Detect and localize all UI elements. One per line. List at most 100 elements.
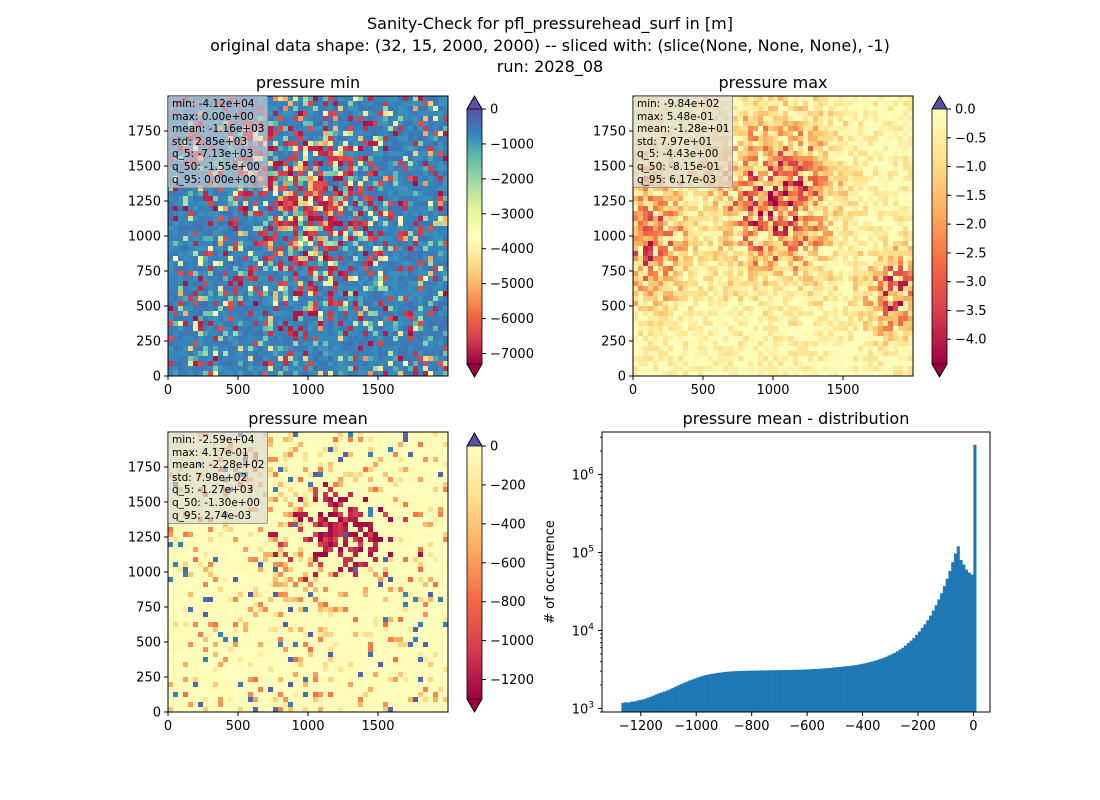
heatmap-cell xyxy=(853,241,859,247)
heatmap-cell xyxy=(368,306,374,312)
heatmap-cell xyxy=(838,111,844,117)
heatmap-cell xyxy=(848,241,854,247)
heatmap-cell xyxy=(833,246,839,252)
heatmap-cell xyxy=(738,241,744,247)
heatmap-cell xyxy=(188,341,194,347)
heatmap-cell xyxy=(238,206,244,212)
heatmap-cell xyxy=(403,216,409,222)
heatmap-cell xyxy=(818,206,824,212)
heatmap-cell xyxy=(788,161,794,167)
heatmap-cell xyxy=(693,256,699,262)
heatmap-cell xyxy=(723,196,729,202)
heatmap-cell xyxy=(293,326,299,332)
heatmap-cell xyxy=(333,96,339,102)
heatmap-cell xyxy=(333,241,339,247)
heatmap-cell xyxy=(233,281,239,287)
heatmap-cell xyxy=(443,271,448,277)
heatmap-cell xyxy=(238,241,244,247)
heatmap-cell xyxy=(303,116,309,122)
heatmap-cell xyxy=(428,166,434,172)
heatmap-cell xyxy=(753,121,759,127)
heatmap-cell xyxy=(348,251,354,257)
heatmap-cell xyxy=(213,281,219,287)
heatmap-cell xyxy=(898,141,904,147)
heatmap-cell xyxy=(293,356,299,362)
heatmap-cell xyxy=(383,171,389,177)
heatmap-cell xyxy=(428,346,434,352)
heatmap-cell xyxy=(813,211,819,217)
heatmap-cell xyxy=(873,201,879,207)
heatmap-cell xyxy=(393,136,399,142)
heatmap-cell xyxy=(243,301,249,307)
heatmap-cell xyxy=(778,126,784,132)
heatmap-cell xyxy=(773,251,779,257)
heatmap-cell xyxy=(793,111,799,117)
heatmap-cell xyxy=(783,161,789,167)
heatmap-cell xyxy=(813,121,819,127)
heatmap-cell xyxy=(358,241,364,247)
heatmap-cell xyxy=(803,241,809,247)
heatmap-cell xyxy=(373,286,379,292)
heatmap-cell xyxy=(213,226,219,232)
heatmap-cell xyxy=(268,361,274,367)
heatmap-cell xyxy=(173,291,179,297)
heatmap-cell xyxy=(318,121,324,127)
heatmap-cell xyxy=(778,161,784,167)
heatmap-cell xyxy=(633,221,639,227)
heatmap-cell xyxy=(423,331,429,337)
heatmap-cell xyxy=(268,311,274,317)
heatmap-cell xyxy=(178,281,184,287)
heatmap-cell xyxy=(353,181,359,187)
heatmap-cell xyxy=(883,141,889,147)
heatmap-cell xyxy=(373,256,379,262)
heatmap-cell xyxy=(223,281,229,287)
heatmap-cell xyxy=(268,296,274,302)
heatmap-cell xyxy=(373,206,379,212)
heatmap-cell xyxy=(868,121,874,127)
heatmap-cell xyxy=(733,221,739,227)
heatmap-cell xyxy=(258,266,264,272)
heatmap-cell xyxy=(638,216,644,222)
heatmap-cell xyxy=(808,106,814,112)
heatmap-cell xyxy=(828,121,834,127)
heatmap-cell xyxy=(333,146,339,152)
heatmap-cell xyxy=(858,221,864,227)
heatmap-cell xyxy=(813,186,819,192)
heatmap-cell xyxy=(203,341,209,347)
heatmap-cell xyxy=(368,141,374,147)
heatmap-cell xyxy=(393,216,399,222)
heatmap-cell xyxy=(438,161,444,167)
heatmap-cell xyxy=(753,101,759,107)
heatmap-cell xyxy=(663,221,669,227)
heatmap-cell xyxy=(403,126,409,132)
heatmap-cell xyxy=(233,346,239,352)
heatmap-cell xyxy=(243,261,249,267)
heatmap-cell xyxy=(338,336,344,342)
heatmap-cell xyxy=(258,216,264,222)
heatmap-cell xyxy=(288,226,294,232)
heatmap-cell xyxy=(443,321,448,327)
heatmap-cell xyxy=(268,241,274,247)
heatmap-cell xyxy=(833,211,839,217)
heatmap-cell xyxy=(698,221,704,227)
heatmap-cell xyxy=(408,126,414,132)
heatmap-cell xyxy=(403,341,409,347)
heatmap-cell xyxy=(238,301,244,307)
heatmap-cell xyxy=(418,171,424,177)
heatmap-cell xyxy=(723,246,729,252)
heatmap-cell xyxy=(258,296,264,302)
heatmap-cell xyxy=(228,201,234,207)
heatmap-cell xyxy=(278,141,284,147)
heatmap-cell xyxy=(823,116,829,122)
heatmap-cell xyxy=(373,146,379,152)
heatmap-cell xyxy=(678,216,684,222)
heatmap-cell xyxy=(233,371,239,376)
heatmap-cell xyxy=(408,151,414,157)
heatmap-cell xyxy=(208,201,214,207)
heatmap-cell xyxy=(363,296,369,302)
heatmap-cell xyxy=(398,131,404,137)
heatmap-cell xyxy=(368,111,374,117)
heatmap-cell xyxy=(788,106,794,112)
heatmap-cell xyxy=(423,361,429,367)
heatmap-cell xyxy=(338,136,344,142)
